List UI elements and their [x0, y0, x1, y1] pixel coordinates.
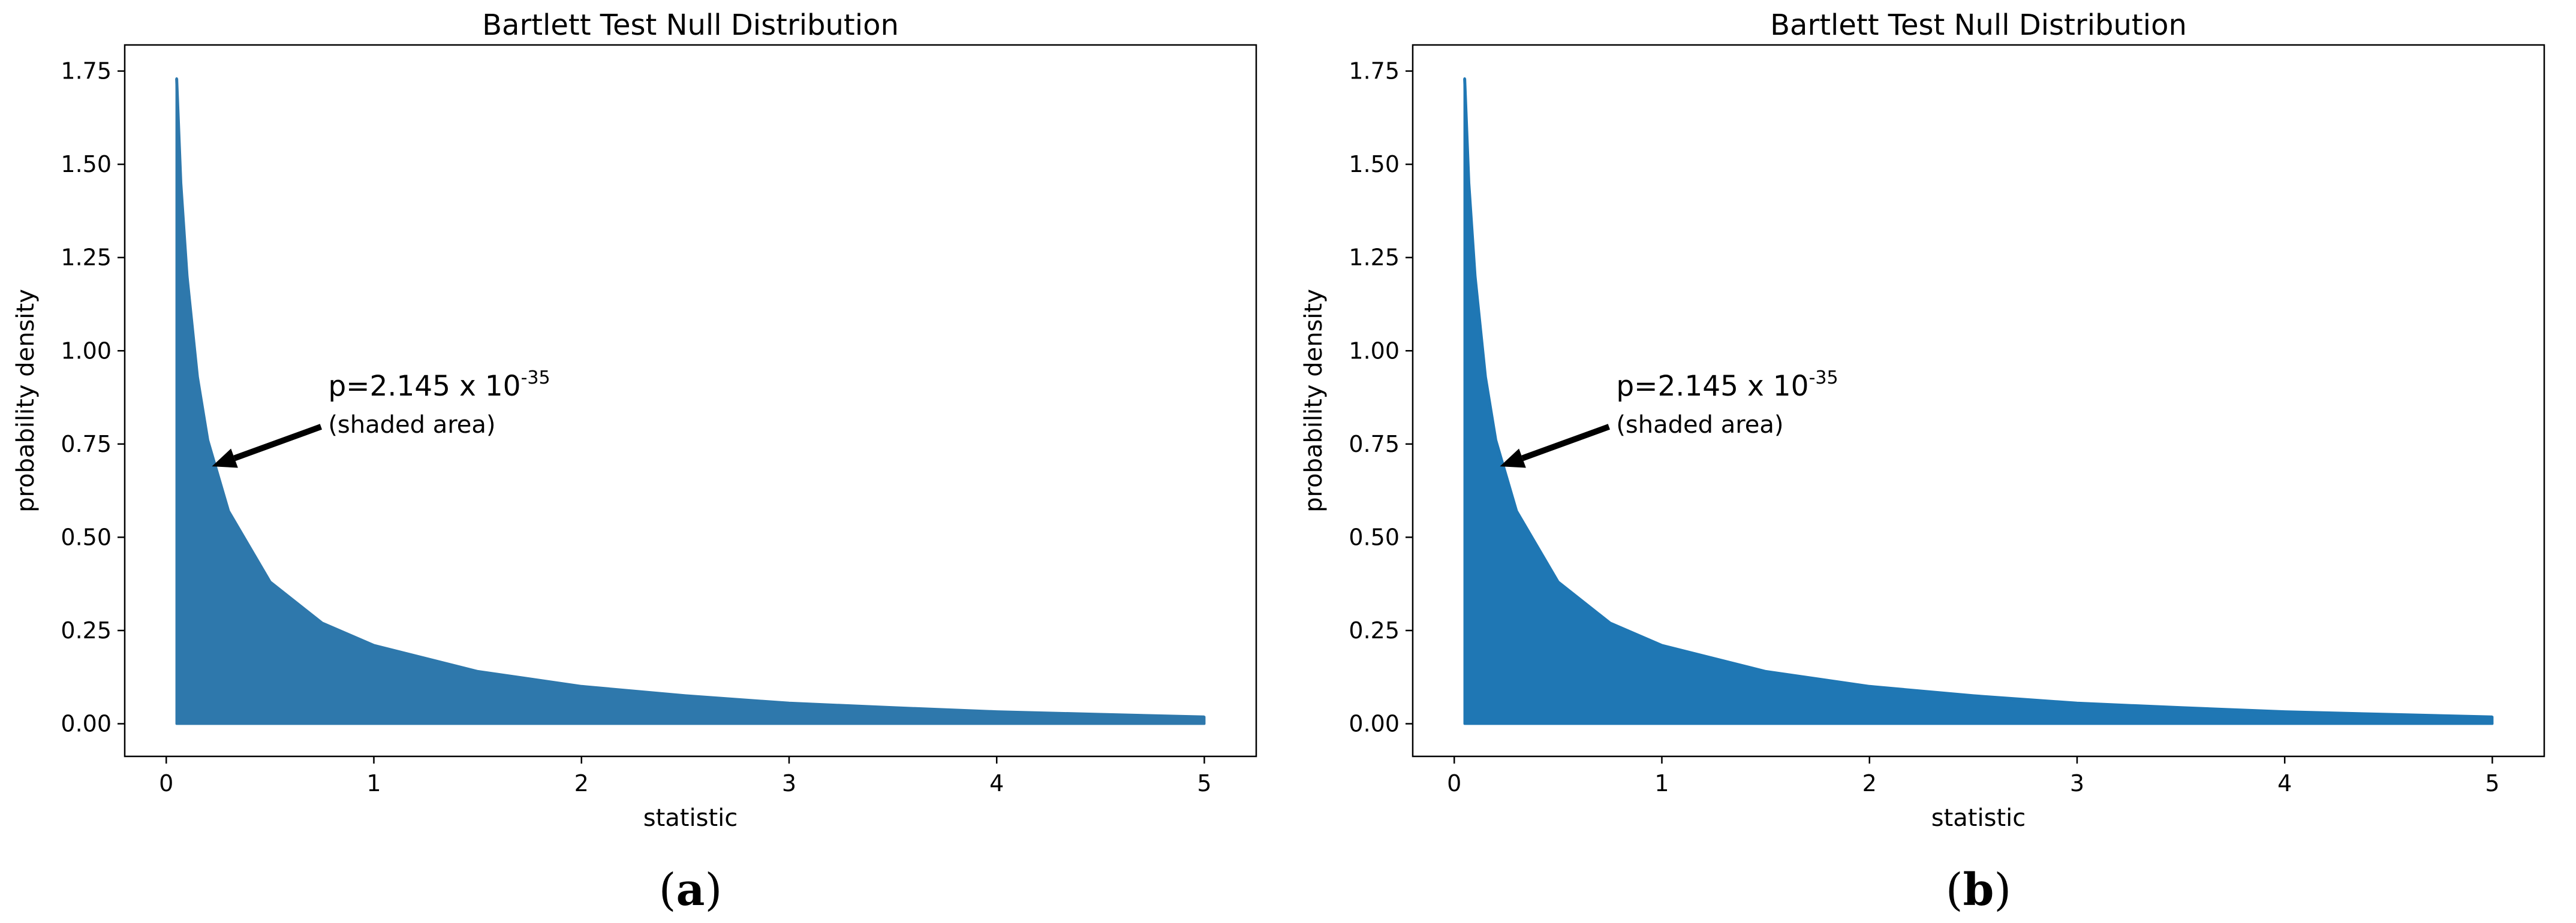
y-tick-label: 1.50 [1349, 151, 1400, 177]
x-axis-label: statistic [1931, 804, 2026, 832]
y-tick-label: 1.25 [61, 245, 112, 271]
chart-title: Bartlett Test Null Distribution [1770, 8, 2187, 42]
x-tick-label: 2 [574, 770, 589, 797]
y-tick-label: 1.50 [61, 151, 112, 177]
x-tick-label: 4 [989, 770, 1004, 797]
y-tick-label: 0.25 [1349, 617, 1400, 644]
x-tick-label: 0 [1447, 770, 1461, 797]
y-tick-label: 0.75 [1349, 431, 1400, 457]
annotation-text: p=2.145 x 10-35 [1616, 367, 1838, 403]
panel-label: (b) [1946, 864, 2012, 916]
x-tick-label: 2 [1862, 770, 1877, 797]
chart-title: Bartlett Test Null Distribution [482, 8, 899, 42]
panel-label-letter: a [676, 864, 705, 916]
panel-label-close: ) [705, 864, 722, 916]
chart-panel-b: Bartlett Test Null Distribution 0 1 2 3 4 5 0.0… [1288, 0, 2576, 923]
annotation-text: p=2.145 x 10-35 [328, 367, 550, 403]
y-axis-label: probability density [12, 289, 40, 512]
x-tick-label: 1 [1654, 770, 1669, 797]
x-tick-label: 3 [782, 770, 796, 797]
y-tick-label: 1.00 [61, 337, 112, 364]
y-axis-label: probability density [1300, 289, 1328, 512]
annotation-arrowhead [212, 448, 238, 468]
x-axis-label: statistic [643, 804, 738, 832]
density-curve [1463, 78, 2493, 719]
y-tick-label: 0.50 [1349, 524, 1400, 550]
y-tick-label: 0.75 [61, 431, 112, 457]
x-tick-label: 4 [2277, 770, 2292, 797]
x-tick-label: 5 [2485, 770, 2499, 797]
y-tick-label: 0.00 [1349, 711, 1400, 737]
x-tick-label: 3 [2070, 770, 2084, 797]
panel-label-open: ( [1946, 864, 1963, 916]
y-tick-label: 1.00 [1349, 337, 1400, 364]
x-tick-label: 0 [159, 770, 173, 797]
chart-panel-a: Bartlett Test Null Distribution 0 1 2 3 4 5 0.0… [12, 8, 1257, 916]
panel-label-close: ) [1994, 864, 2011, 916]
axes-frame [1412, 44, 2545, 758]
panel-label-letter: b [1963, 864, 1994, 916]
annotation-arrowhead [1500, 448, 1526, 468]
annotation-arrow-shaft [1521, 424, 1611, 461]
chart-svg-a: Bartlett Test Null Distribution 0 1 2 3 4 5 0.0… [12, 8, 1257, 916]
annotation-subtext: (shaded area) [328, 411, 495, 439]
panel-label: (a) [659, 864, 723, 916]
x-tick-label: 5 [1197, 770, 1211, 797]
density-curve [175, 78, 1205, 719]
chart-svg-b: Bartlett Test Null Distribution 0 1 2 3 4 5 0.0… [1300, 8, 2545, 916]
panel-label-open: ( [659, 864, 676, 916]
y-tick-label: 1.75 [1349, 58, 1400, 85]
y-tick-label: 1.75 [61, 58, 112, 85]
y-tick-label: 1.25 [1349, 245, 1400, 271]
x-tick-label: 1 [366, 770, 381, 797]
axes-frame [124, 44, 1257, 758]
annotation-pvalue: p=2.145 x 10 [1616, 370, 1808, 403]
annotation-exponent: -35 [521, 367, 550, 388]
y-tick-label: 0.00 [61, 711, 112, 737]
annotation-subtext: (shaded area) [1616, 411, 1783, 439]
y-tick-label: 0.25 [61, 617, 112, 644]
annotation-arrow-shaft [233, 424, 323, 461]
y-tick-label: 0.50 [61, 524, 112, 550]
annotation-pvalue: p=2.145 x 10 [328, 370, 520, 403]
annotation-exponent: -35 [1809, 367, 1838, 388]
